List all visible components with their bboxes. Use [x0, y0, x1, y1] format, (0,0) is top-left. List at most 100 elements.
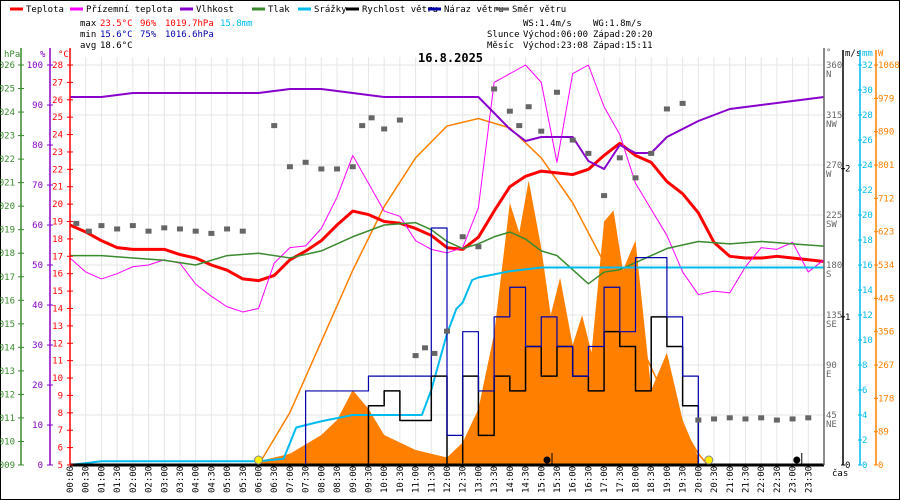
rain-tick-label: 8 [862, 361, 867, 371]
wind-direction-point [286, 164, 293, 170]
wind-direction-point [616, 155, 623, 161]
wind_speed-tick-label: 2 [845, 165, 850, 175]
wind-direction-point [569, 137, 576, 143]
solar-tick-label: 267 [878, 361, 894, 371]
x-tick-label: 20:30 [710, 466, 720, 493]
wind-direction-point [271, 123, 278, 129]
direction-tick-label: 45 [826, 411, 837, 421]
x-axis-label: čas [832, 468, 848, 479]
rain-unit: mm [862, 49, 873, 59]
stat-max-temp: 23.5°C [100, 19, 133, 29]
pressure-tick-label: 1019 [0, 226, 15, 236]
wind-direction-point [475, 244, 482, 250]
wind-direction-point [516, 123, 523, 129]
direction-tick-label: 360 [826, 61, 842, 71]
temperature-tick-label: 26 [52, 96, 63, 106]
pressure-tick-label: 1026 [0, 61, 15, 71]
direction-tick-dir: E [826, 370, 831, 380]
pressure-tick-label: 1024 [0, 108, 15, 118]
temperature-tick-label: 24 [52, 131, 63, 141]
solar-tick-label: 534 [878, 261, 894, 271]
humidity-tick-label: 40 [32, 301, 43, 311]
humidity-tick-label: 100 [27, 61, 43, 71]
x-tick-label: 23:00 [789, 466, 799, 493]
humidity-tick-label: 0 [38, 461, 43, 471]
wind-direction-point [114, 226, 121, 232]
solar-tick-label: 89 [878, 428, 889, 438]
wind-direction-point [459, 234, 466, 240]
x-tick-label: 22:00 [757, 466, 767, 493]
temperature-tick-label: 9 [58, 391, 63, 401]
x-tick-label: 11:00 [412, 466, 422, 493]
direction-unit: ° [826, 48, 831, 58]
temperature-tick-label: 10 [52, 374, 63, 384]
wind-wg: WG:1.8m/s [593, 19, 642, 29]
wind-direction-point [73, 220, 80, 226]
temperature-tick-label: 22 [52, 165, 63, 175]
wind-direction-point [632, 175, 639, 181]
x-tick-label: 12:30 [459, 466, 469, 493]
rain-tick-label: 6 [862, 386, 867, 396]
temperature-unit: °C [58, 50, 69, 60]
rain-tick-label: 14 [862, 286, 873, 296]
wind-direction-point [98, 223, 105, 229]
wind-direction-point [349, 164, 356, 170]
legend-label: Teplota [26, 5, 64, 15]
legend-label: Tlak [268, 5, 290, 15]
x-tick-label: 04:00 [192, 466, 202, 493]
solar-tick-label: 712 [878, 194, 894, 204]
moon-set: Západ:15:11 [593, 41, 653, 51]
wind-direction-point [161, 225, 168, 231]
wind-direction-point [525, 104, 532, 110]
sunset-marker [704, 455, 714, 465]
series-n-raz-v-tru [70, 227, 824, 466]
humidity-tick-label: 90 [32, 101, 43, 111]
pressure-tick-label: 1016 [0, 296, 15, 306]
x-tick-label: 17:00 [600, 466, 610, 493]
temperature-tick-label: 16 [52, 270, 63, 280]
x-tick-label: 03:30 [176, 466, 186, 493]
rain-tick-label: 12 [862, 311, 873, 321]
direction-tick-dir: N [826, 70, 831, 80]
wind-direction-point [726, 415, 733, 421]
x-tick-label: 14:30 [522, 466, 532, 493]
rain-tick-label: 18 [862, 236, 873, 246]
x-tick-label: 01:00 [97, 466, 107, 493]
x-tick-label: 23:30 [804, 466, 814, 493]
wind-direction-point [506, 108, 513, 114]
wind-direction-point [396, 117, 403, 123]
wind-direction-point [129, 223, 136, 229]
sunrise-marker [254, 455, 263, 465]
temperature-tick-label: 14 [52, 304, 63, 314]
stat-max-rain: 15.8mm [220, 19, 253, 29]
series-tlak [70, 221, 825, 285]
x-tick-label: 08:30 [333, 466, 343, 493]
pressure-unit: hPa [4, 50, 20, 60]
stat-min-label: min [80, 30, 96, 40]
axes-layer: 1009101010111012101310141015101610171018… [0, 48, 900, 493]
solar-tick-label: 445 [878, 294, 894, 304]
wind-direction-point [431, 350, 438, 356]
temperature-tick-label: 12 [52, 339, 63, 349]
rain-tick-label: 16 [862, 261, 873, 271]
x-tick-label: 10:00 [380, 466, 390, 493]
solar-radiation-area [258, 180, 699, 465]
wind-direction-point [742, 416, 749, 422]
solar-tick-label: 0 [878, 461, 883, 471]
rain-tick-label: 28 [862, 111, 873, 121]
wind-direction-point [648, 150, 655, 156]
pressure-tick-label: 1014 [0, 343, 15, 353]
temperature-tick-label: 15 [52, 287, 63, 297]
x-tick-label: 15:00 [537, 466, 547, 493]
wind-direction-point [412, 353, 419, 359]
humidity-tick-label: 60 [32, 221, 43, 231]
x-tick-label: 19:00 [663, 466, 673, 493]
wind-direction-point [334, 166, 341, 172]
stat-avg-label: avg [80, 41, 96, 51]
temperature-tick-label: 25 [52, 113, 63, 123]
x-tick-label: 07:00 [286, 466, 296, 493]
wind-direction-point [758, 415, 765, 421]
